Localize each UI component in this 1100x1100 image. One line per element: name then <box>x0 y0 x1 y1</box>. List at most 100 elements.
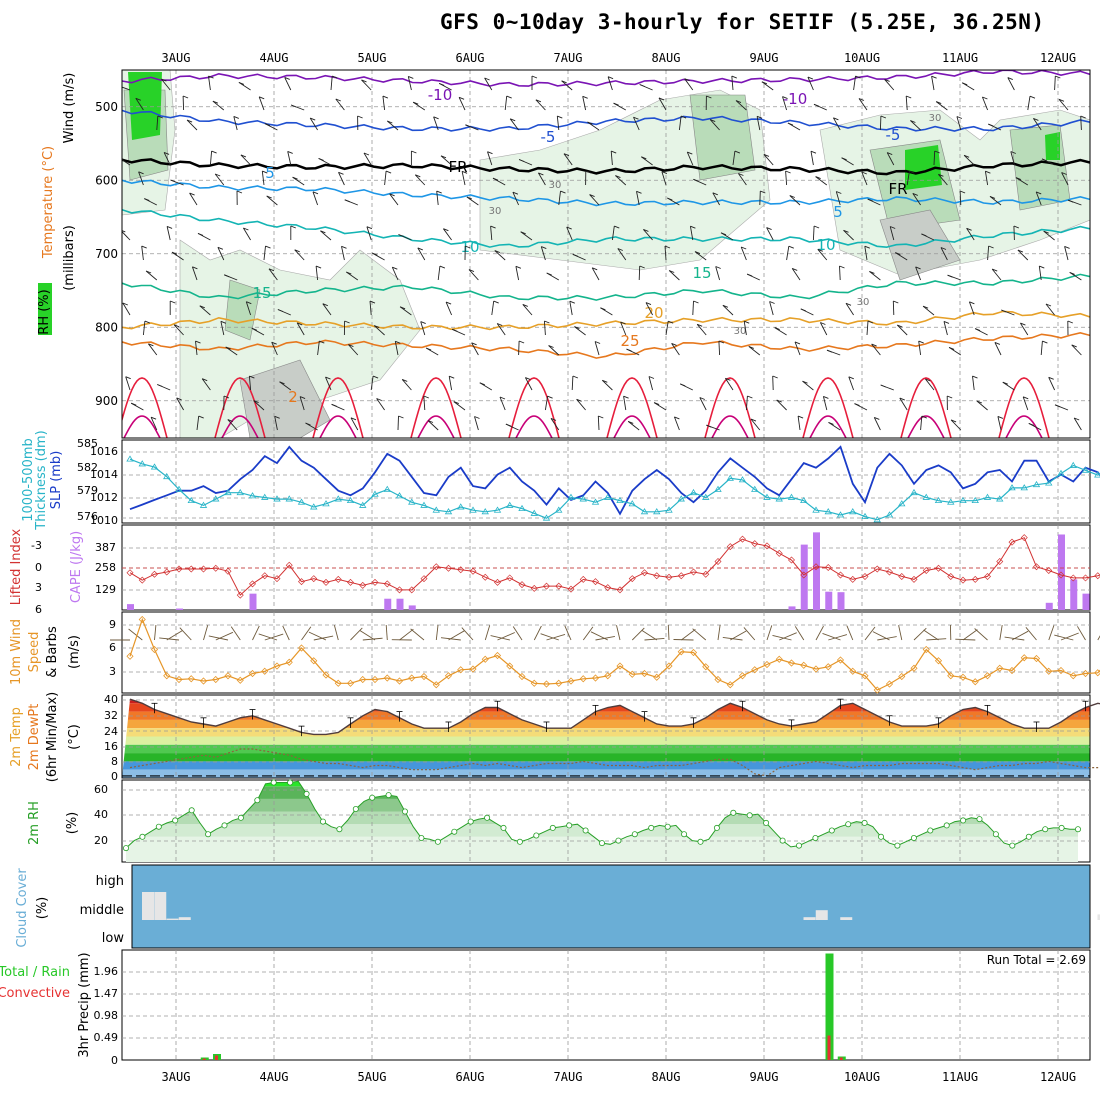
label-rh-unit: (%) <box>65 812 80 835</box>
label-millibars: (millibars) <box>62 225 77 291</box>
lifted-index-marker <box>800 571 808 579</box>
wind-barb <box>972 375 978 379</box>
wind-barb <box>759 190 761 206</box>
wind-speed-marker <box>310 657 318 665</box>
wind-barb <box>427 420 434 423</box>
rh-2m-marker <box>894 842 901 849</box>
wind-barb <box>815 176 828 186</box>
wind-barb <box>1064 246 1069 261</box>
wind-barb <box>1015 177 1022 181</box>
wind-barb <box>561 80 573 91</box>
wind-speed-marker <box>567 677 575 685</box>
wind-barb <box>385 170 392 174</box>
label-10m-wind: 10m Wind <box>9 619 24 685</box>
wind-barb <box>706 424 712 428</box>
thickness-marker <box>1032 480 1041 488</box>
rh-2m-marker <box>812 835 819 842</box>
wind-barb <box>671 343 680 356</box>
wind-barb <box>763 154 774 166</box>
rh-2m-marker <box>927 827 934 834</box>
thickness-marker <box>873 516 881 523</box>
lifted-index-marker <box>224 567 232 575</box>
wind-barb <box>740 246 747 261</box>
wind-barb <box>141 245 147 249</box>
lifted-index-marker <box>261 572 269 580</box>
wind-barb <box>494 250 500 254</box>
ytick-label: 129 <box>95 583 116 596</box>
lifted-index-marker <box>408 586 416 594</box>
wind-barb <box>985 170 991 174</box>
wind-barb <box>384 171 387 186</box>
wind-barb <box>734 150 741 154</box>
label-thickness-2: Thickness (dm) <box>34 430 49 530</box>
label-2m-rh: 2m RH <box>27 801 42 845</box>
wind-barb <box>238 81 245 85</box>
wind-barb <box>855 75 861 79</box>
wind-barb <box>631 627 645 641</box>
lifted-index-marker <box>494 578 501 586</box>
wind-barb <box>845 302 852 306</box>
label-rh: RH (%) <box>37 289 52 334</box>
wind-barb <box>1020 322 1029 336</box>
wind-barb <box>1033 117 1039 121</box>
wind-barb <box>141 246 144 261</box>
lifted-index-marker <box>530 584 538 592</box>
wind-barb <box>673 416 680 431</box>
wind-speed-marker <box>849 667 857 675</box>
label-2m-temp: 2m Temp <box>9 707 24 767</box>
wind-barb <box>918 340 924 344</box>
lifted-index-marker <box>714 558 722 566</box>
rh-shade-region <box>1009 124 1071 211</box>
wind-barb <box>826 349 833 353</box>
wind-barb <box>382 95 389 99</box>
wind-barb <box>493 300 499 304</box>
wind-barb <box>161 78 171 91</box>
wind-speed-marker <box>383 674 391 682</box>
wind-barb <box>843 229 849 233</box>
rh-2m-marker <box>369 794 376 801</box>
wind-barb <box>1001 309 1007 313</box>
date-label-bottom: 11AUG <box>942 1070 978 1084</box>
wind-barb <box>696 324 707 336</box>
lifted-index-marker <box>677 572 685 580</box>
wind-barb <box>617 248 627 261</box>
wind-barb <box>1007 77 1013 81</box>
wind-barb <box>525 377 533 391</box>
wind-barb <box>582 626 594 641</box>
label-thickness-1: 1000-500mb <box>21 438 36 522</box>
lifted-index-marker <box>298 578 305 586</box>
wind-barb <box>869 270 875 274</box>
wind-barb <box>531 75 538 79</box>
wind-barb <box>1080 115 1086 119</box>
wind-barb <box>299 396 306 400</box>
wind-barb <box>828 422 841 431</box>
wind-barb <box>348 344 354 348</box>
wind-barb <box>230 626 241 641</box>
wind-barb <box>1013 225 1015 241</box>
wind-barb <box>212 100 225 111</box>
thickness-marker <box>812 506 820 513</box>
ytick-label: 800 <box>95 320 118 334</box>
wind-barb <box>138 171 144 186</box>
wind-barb <box>170 300 176 304</box>
wind-barb <box>490 635 510 641</box>
wind-barb <box>817 249 828 261</box>
wind-barb <box>884 78 890 82</box>
temp-contour <box>613 415 651 438</box>
wind-barb <box>372 375 379 379</box>
wind-barb <box>994 342 1002 356</box>
wind-barb <box>192 266 198 270</box>
wind-barb <box>376 398 385 411</box>
temp-contour <box>711 415 749 438</box>
wind-barb <box>706 95 712 99</box>
wind-barb <box>217 246 224 250</box>
wind-barb <box>815 176 821 180</box>
wind-speed-marker <box>910 664 918 672</box>
lifted-index-marker <box>1057 571 1065 579</box>
rh-2m-marker <box>599 840 606 847</box>
wind-barb <box>884 79 895 91</box>
wind-barb <box>408 75 414 79</box>
ytick-label: 9 <box>109 618 116 631</box>
cloud-middle-bar <box>154 892 167 920</box>
lifted-index-marker <box>249 580 256 588</box>
